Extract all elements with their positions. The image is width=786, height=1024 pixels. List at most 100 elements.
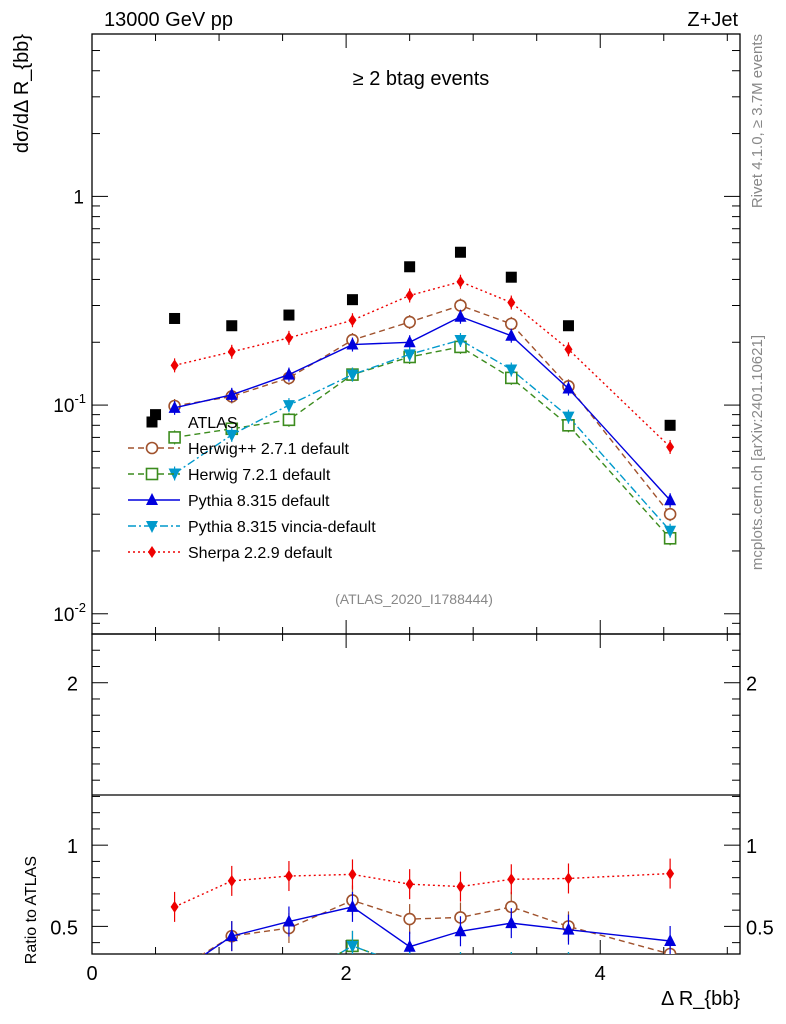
data-point-sherpa-2-2-9-default (227, 345, 236, 358)
ratio-point-sherpa-2-2-9-default (284, 870, 293, 883)
ratio-point-pythia-8-315-default (403, 939, 416, 952)
data-point-pythia-8-315-vincia-default (562, 411, 575, 424)
ratio-point-sherpa-2-2-9-default (405, 878, 414, 891)
ratio-point-herwig-7-2-1-default (455, 961, 466, 972)
data-point-pythia-8-315-vincia-default (664, 525, 677, 538)
y-tick-label: 10-2 (53, 600, 86, 626)
ratio-point-sherpa-2-2-9-default (507, 873, 516, 886)
data-point-atlas (664, 419, 676, 431)
ratio-tick-label-left: 1 (67, 836, 78, 858)
data-point-pythia-8-315-vincia-default (454, 335, 467, 348)
ratio-point-herwig-7-2-1-default (665, 970, 676, 981)
legend-label-herwig-2-7-1-default: Herwig++ 2.7.1 default (188, 441, 350, 458)
data-point-pythia-8-315-vincia-default (346, 369, 359, 382)
ratio-panel-frame (91, 633, 741, 955)
data-point-atlas (283, 309, 295, 321)
ratio-point-pythia-8-315-default (454, 924, 467, 937)
ratio-point-pythia-8-315-default (664, 934, 677, 947)
data-point-pythia-8-315-default (664, 493, 677, 506)
data-point-herwig-7-2-1-default (282, 413, 296, 427)
data-point-pythia-8-315-default (346, 337, 359, 350)
ratio-point-pythia-8-315-default (282, 914, 295, 927)
ratio-point-sherpa-2-2-9-default (666, 867, 675, 880)
y-tick-label: 1 (73, 187, 84, 208)
data-point-sherpa-2-2-9-default (666, 440, 675, 453)
ratio-point-pythia-8-315-default (505, 916, 518, 929)
ratio-point-pythia-8-315-default (169, 968, 181, 980)
data-point-pythia-8-315-vincia-default (403, 349, 416, 362)
ratio-point-pythia-8-315-vincia-default (283, 978, 295, 990)
ratio-point-pythia-8-315-vincia-default (454, 962, 466, 974)
ratio-point-herwig-7-2-1-default (404, 961, 415, 972)
ratio-series-group (169, 858, 677, 998)
data-point-sherpa-2-2-9-default (507, 296, 516, 309)
ratio-point-pythia-8-315-default (225, 929, 238, 942)
ratio-point-pythia-8-315-vincia-default (226, 983, 238, 995)
data-point-atlas (404, 261, 416, 273)
ratio-point-pythia-8-315-default (562, 922, 575, 935)
y-axis-label: dσ/dΔ R_{bb} (11, 34, 33, 153)
data-point-pythia-8-315-default (454, 309, 467, 322)
ratio-point-herwig-7-2-1-default (169, 986, 180, 997)
ratio-point-sherpa-2-2-9-default (564, 872, 573, 885)
ratio-point-sherpa-2-2-9-default (170, 900, 179, 913)
data-point-sherpa-2-2-9-default (456, 275, 465, 288)
data-point-pythia-8-315-default (282, 367, 295, 380)
ratio-tick-label-right: 0.5 (746, 917, 774, 939)
header-energy-label: 13000 GeV pp (104, 9, 233, 31)
data-point-atlas (169, 312, 181, 324)
main-panel-frame (91, 33, 741, 635)
legend-label-herwig-7-2-1-default: Herwig 7.2.1 default (188, 467, 331, 484)
legend: ATLAS Herwig++ 2.7.1 default Herwig 7.2.1 … (128, 415, 376, 562)
ratio-point-pythia-8-315-default (346, 899, 359, 912)
ratio-tick-label-right: 1 (746, 836, 757, 858)
data-point-pythia-8-315-vincia-default (282, 400, 295, 413)
legend-label-atlas: ATLAS (188, 415, 238, 432)
main-series-group (150, 246, 677, 546)
ratio-tick-label-right: 2 (746, 674, 757, 696)
ratio-point-pythia-8-315-vincia-default (169, 986, 181, 998)
data-point-pythia-8-315-vincia-default (505, 364, 518, 377)
ratio-y-axis-label: Ratio to ATLAS (23, 856, 40, 964)
data-point-sherpa-2-2-9-default (348, 314, 357, 327)
mcplots-label: mcplots.cern.ch [arXiv:2401.10621] (749, 335, 766, 570)
data-point-sherpa-2-2-9-default (170, 359, 179, 372)
legend-marker-herwig-7-2-1-default (145, 467, 159, 481)
legend-label-sherpa-2-2-9-default: Sherpa 2.2.9 default (188, 545, 333, 562)
axis-ticks: 0 2 4 10-2 10-1 1 0.5 0.5 1 1 2 2 (50, 33, 774, 985)
data-point-herwig-2-7-1-default (663, 507, 677, 521)
ratio-tick-label-left: 0.5 (50, 917, 78, 939)
ratio-point-sherpa-2-2-9-default (227, 874, 236, 887)
data-point-pythia-8-315-default (168, 400, 181, 413)
ratio-line-sherpa-2-2-9-default (174, 872, 671, 908)
data-point-pythia-8-315-default (505, 328, 518, 341)
x-tick-label: 4 (595, 963, 606, 985)
series-line-sherpa-2-2-9-default (174, 280, 671, 448)
ratio-point-herwig-7-2-1-default (506, 961, 517, 972)
data-point-atlas (562, 320, 574, 332)
data-point-herwig-2-7-1-default (504, 317, 518, 331)
legend-label-pythia-8-315-vincia-default: Pythia 8.315 vincia-default (188, 519, 376, 536)
header-process-label: Z+Jet (687, 9, 738, 31)
legend-marker-sherpa-2-2-9-default (148, 546, 156, 558)
x-tick-label: 2 (341, 963, 352, 985)
legend-marker-herwig-2-7-1-default (145, 441, 159, 455)
data-point-atlas (505, 271, 517, 283)
ratio-line-herwig-2-7-1-default (201, 899, 671, 954)
legend-marker-pythia-8-315-default (146, 493, 158, 505)
ratio-point-pythia-8-315-vincia-default (562, 962, 574, 974)
x-tick-label: 0 (86, 963, 97, 985)
ratio-point-pythia-8-315-vincia-default (404, 962, 416, 974)
data-point-herwig-7-2-1-default (168, 431, 181, 444)
ratio-point-herwig-7-2-1-default (563, 961, 574, 972)
chart-title: ≥ 2 btag events (353, 68, 490, 90)
rivet-version-label: Rivet 4.1.0, ≥ 3.7M events (749, 34, 766, 208)
legend-marker-pythia-8-315-vincia-default (146, 521, 158, 533)
data-point-pythia-8-315-default (225, 387, 238, 400)
data-point-sherpa-2-2-9-default (284, 331, 293, 344)
ratio-point-sherpa-2-2-9-default (348, 868, 357, 881)
data-point-atlas (454, 246, 466, 258)
ratio-tick-label-left: 2 (67, 674, 78, 696)
data-point-pythia-8-315-default (562, 381, 575, 394)
